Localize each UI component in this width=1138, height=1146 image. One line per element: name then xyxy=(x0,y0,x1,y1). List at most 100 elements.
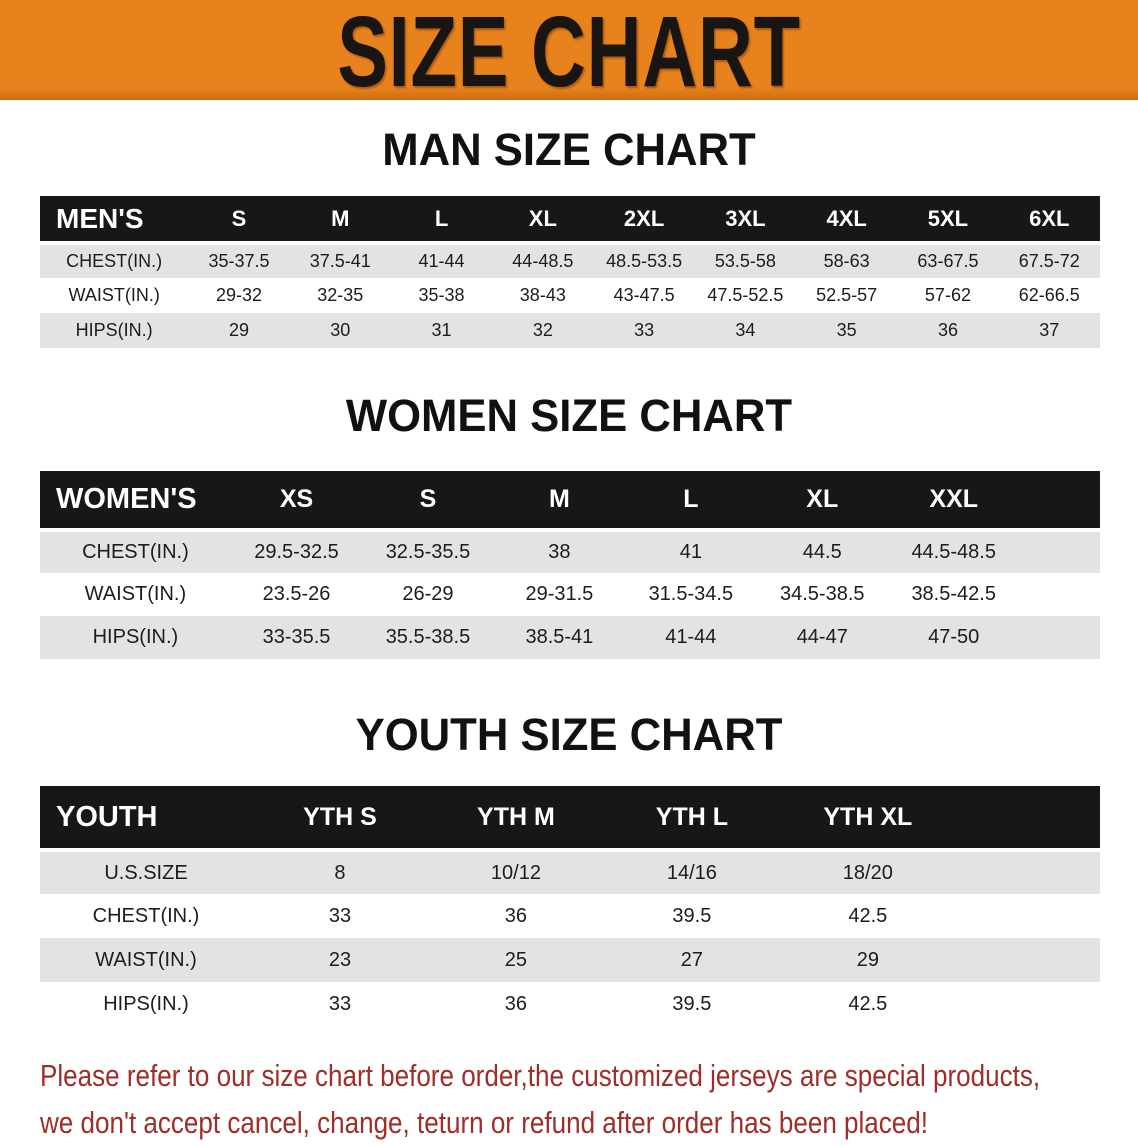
size-value-cell: 31 xyxy=(431,320,452,340)
mens-table-title: MEN'S xyxy=(40,196,189,245)
size-value-cell: 32 xyxy=(532,320,553,340)
measurement-row: HIPS(IN.) 33 36 39.5 42.5 xyxy=(40,982,1100,1026)
size-value-cell: 8 xyxy=(334,861,346,884)
size-value-cell: 37.5-41 xyxy=(309,251,371,271)
measurement-row-label: HIPS(IN.) xyxy=(92,626,179,648)
measurement-row-label: WAIST(IN.) xyxy=(68,285,160,305)
youth-table-title: YOUTH xyxy=(40,786,252,852)
size-value-cell: 62-66.5 xyxy=(1018,285,1080,305)
header-spacer-cell xyxy=(1019,471,1100,532)
row-spacer-cell xyxy=(1019,573,1100,616)
youth-header-row: YOUTH YTH S YTH M YTH L YTH XL xyxy=(40,786,1100,852)
measurement-row: WAIST(IN.) 29-32 32-35 35-38 38-43 43-47.5 47.… xyxy=(40,278,1100,313)
measurement-row-label: CHEST(IN.) xyxy=(92,904,200,927)
disclaimer-line-1: Please refer to our size chart before or… xyxy=(40,1058,1041,1093)
man-size-chart-heading: MAN SIZE CHART xyxy=(382,124,756,175)
size-value-cell: 30 xyxy=(330,320,351,340)
size-column-header: XXL xyxy=(887,471,1020,532)
measurement-row-label: WAIST(IN.) xyxy=(95,948,197,971)
size-value-cell: 29 xyxy=(228,320,249,340)
row-spacer-cell xyxy=(956,894,1100,938)
womens-header-row: WOMEN'S XS S M L XL XXL xyxy=(40,471,1100,532)
size-value-cell: 34 xyxy=(735,320,756,340)
size-column-header: XS xyxy=(230,471,363,532)
measurement-row-label: CHEST(IN.) xyxy=(66,251,163,271)
size-value-cell: 53.5-58 xyxy=(714,251,776,271)
size-value-cell: 27 xyxy=(680,948,703,971)
size-value-cell: 23.5-26 xyxy=(262,583,331,605)
size-value-cell: 14/16 xyxy=(666,861,717,884)
size-value-cell: 44-47 xyxy=(796,626,848,648)
size-column-header: XL xyxy=(756,471,888,532)
size-value-cell: 29-31.5 xyxy=(525,583,594,605)
size-value-cell: 26-29 xyxy=(402,583,454,605)
banner-title: SIZE CHART xyxy=(337,0,801,108)
measurement-row: U.S.SIZE 8 10/12 14/16 18/20 xyxy=(40,850,1100,894)
size-column-header: 3XL xyxy=(694,196,797,245)
size-column-header: YTH S xyxy=(252,786,428,852)
size-value-cell: 44.5-48.5 xyxy=(911,541,996,563)
measurement-row: CHEST(IN.) 29.5-32.5 32.5-35.5 38 41 44.5 44.5… xyxy=(40,530,1100,573)
size-column-header: 6XL xyxy=(998,196,1100,245)
size-value-cell: 38 xyxy=(548,541,571,563)
size-value-cell: 47.5-52.5 xyxy=(707,285,784,305)
measurement-row: CHEST(IN.) 35-37.5 37.5-41 41-44 44-48.5 48.5… xyxy=(40,243,1100,278)
measurement-row-label: U.S.SIZE xyxy=(104,861,188,884)
size-column-header: XL xyxy=(492,196,594,245)
size-column-header: M xyxy=(493,471,626,532)
size-column-header: S xyxy=(188,196,290,245)
size-value-cell: 23 xyxy=(328,948,352,971)
size-value-cell: 35 xyxy=(836,320,857,340)
header-spacer-cell xyxy=(955,786,1100,852)
size-value-cell: 18/20 xyxy=(842,861,893,884)
size-chart-banner: SIZE CHART xyxy=(0,0,1138,108)
measurement-row: CHEST(IN.) 33 36 39.5 42.5 xyxy=(40,894,1100,938)
size-value-cell: 52.5-57 xyxy=(816,285,878,305)
measurement-row: HIPS(IN.) 29 30 31 32 33 34 35 36 37 xyxy=(40,313,1100,348)
size-value-cell: 33 xyxy=(328,904,352,927)
size-value-cell: 31.5-34.5 xyxy=(648,583,734,605)
size-column-header: YTH XL xyxy=(779,786,956,852)
size-value-cell: 38-43 xyxy=(519,285,566,305)
womens-table-title: WOMEN'S xyxy=(40,471,231,532)
size-value-cell: 36 xyxy=(504,992,528,1015)
measurement-row: WAIST(IN.) 23 25 27 29 xyxy=(40,938,1100,982)
measurement-row-label: HIPS(IN.) xyxy=(103,992,189,1015)
size-value-cell: 47-50 xyxy=(928,626,980,648)
size-value-cell: 29-32 xyxy=(215,285,262,305)
measurement-row-label: WAIST(IN.) xyxy=(84,583,187,605)
size-value-cell: 36 xyxy=(504,904,528,927)
size-value-cell: 48.5-53.5 xyxy=(606,251,683,271)
size-value-cell: 32.5-35.5 xyxy=(385,541,471,563)
size-value-cell: 42.5 xyxy=(848,992,888,1015)
size-value-cell: 35-37.5 xyxy=(208,251,270,271)
size-column-header: 5XL xyxy=(897,196,999,245)
size-value-cell: 44-48.5 xyxy=(512,251,574,271)
size-value-cell: 63-67.5 xyxy=(917,251,979,271)
size-value-cell: 38.5-42.5 xyxy=(911,583,996,605)
size-value-cell: 33 xyxy=(328,992,352,1015)
size-value-cell: 41 xyxy=(679,541,702,563)
disclaimer-text: Please refer to our size chart before or… xyxy=(40,1052,1138,1146)
size-column-header: 4XL xyxy=(796,196,898,245)
size-value-cell: 25 xyxy=(504,948,528,971)
row-spacer-cell xyxy=(956,982,1100,1026)
mens-size-table: MEN'S S M L XL 2XL 3XL 4XL 5XL 6XL CHEST(IN.) 35-… xyxy=(40,196,1100,348)
size-value-cell: 39.5 xyxy=(672,992,712,1015)
mens-header-row: MEN'S S M L XL 2XL 3XL 4XL 5XL 6XL xyxy=(40,196,1100,245)
size-value-cell: 41-44 xyxy=(418,251,465,271)
size-value-cell: 10/12 xyxy=(490,861,541,884)
size-value-cell: 58-63 xyxy=(823,251,870,271)
size-value-cell: 44.5 xyxy=(802,541,842,563)
size-value-cell: 42.5 xyxy=(848,904,888,927)
size-value-cell: 67.5-72 xyxy=(1018,251,1080,271)
size-value-cell: 57-62 xyxy=(924,285,971,305)
measurement-row-label: CHEST(IN.) xyxy=(82,541,189,563)
size-column-header: 2XL xyxy=(593,196,695,245)
row-spacer-cell xyxy=(956,850,1100,894)
size-column-header: YTH L xyxy=(603,786,780,852)
size-value-cell: 29.5-32.5 xyxy=(254,541,339,563)
row-spacer-cell xyxy=(956,938,1100,982)
size-column-header: L xyxy=(625,471,757,532)
measurement-row: WAIST(IN.) 23.5-26 26-29 29-31.5 31.5-34.5 34… xyxy=(40,573,1100,616)
